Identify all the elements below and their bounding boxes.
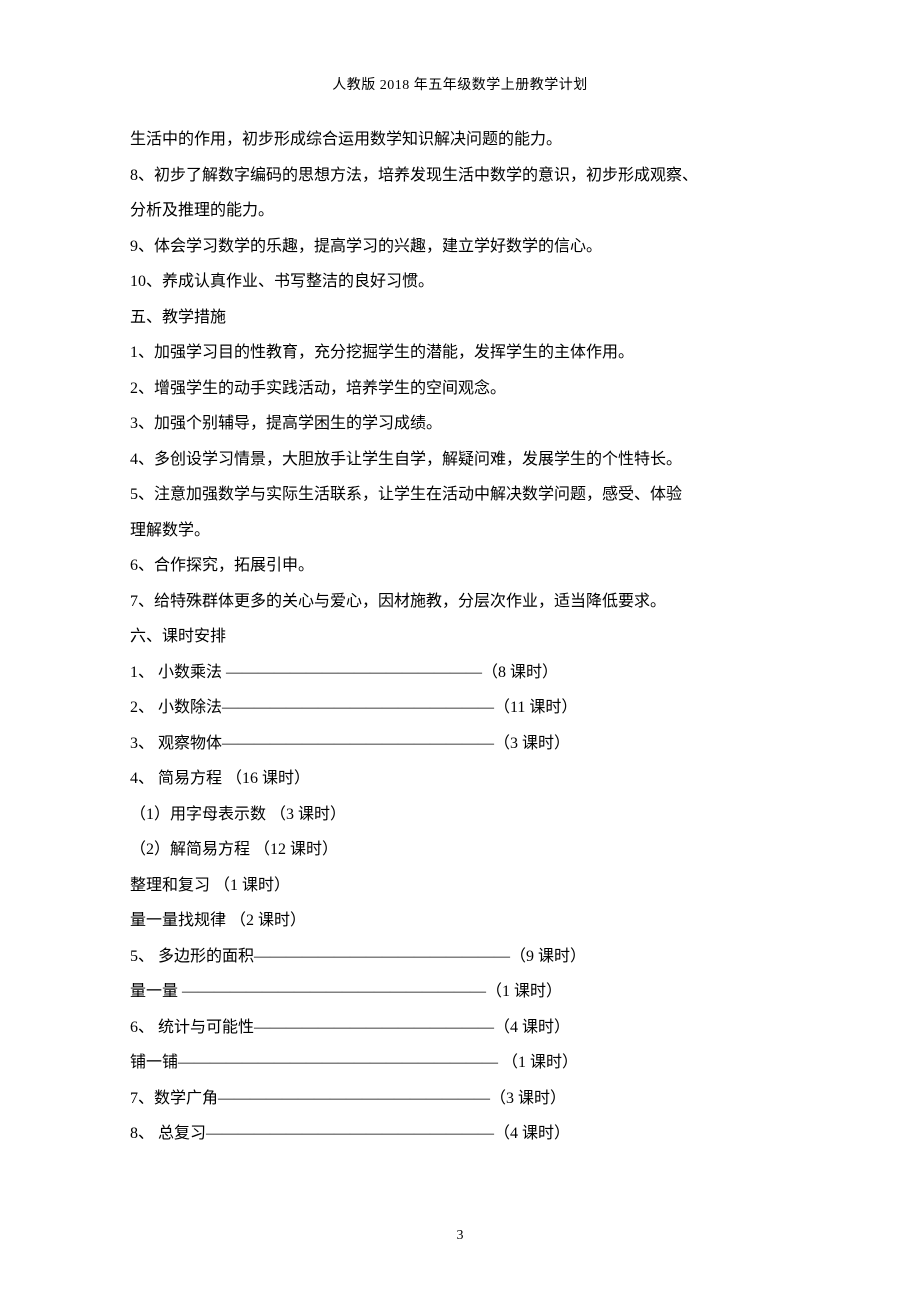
document-page: 人教版 2018 年五年级数学上册教学计划 生活中的作用，初步形成综合运用数学知… [0,0,920,1302]
body-line: 7、给特殊群体更多的关心与爱心，因材施教，分层次作业，适当降低要求。 [130,584,790,620]
header-text: 人教版 2018 年五年级数学上册教学计划 [332,78,588,93]
body-line: （1）用字母表示数 （3 课时） [130,797,790,833]
body-line: 量一量找规律 （2 课时） [130,903,790,939]
body-line: 5、注意加强数学与实际生活联系，让学生在活动中解决数学问题，感受、体验 [130,477,790,513]
body-line: 生活中的作用，初步形成综合运用数学知识解决问题的能力。 [130,122,790,158]
body-line: 整理和复习 （1 课时） [130,868,790,904]
page-footer: 3 [0,1228,920,1244]
body-line: 1、加强学习目的性教育，充分挖掘学生的潜能，发挥学生的主体作用。 [130,335,790,371]
body-line: （2）解简易方程 （12 课时） [130,832,790,868]
body-line: 4、多创设学习情景，大胆放手让学生自学，解疑问难，发展学生的个性特长。 [130,442,790,478]
page-body: 生活中的作用，初步形成综合运用数学知识解决问题的能力。 8、初步了解数字编码的思… [130,122,790,1152]
body-line: 8、 总复习——————————————————（4 课时） [130,1116,790,1152]
body-line: 分析及推理的能力。 [130,193,790,229]
body-line: 量一量 ———————————————————（1 课时） [130,974,790,1010]
body-line: 五、教学措施 [130,300,790,336]
body-line: 6、 统计与可能性———————————————（4 课时） [130,1010,790,1046]
body-line: 6、合作探究，拓展引申。 [130,548,790,584]
body-line: 7、数学广角—————————————————（3 课时） [130,1081,790,1117]
body-line: 10、养成认真作业、书写整洁的良好习惯。 [130,264,790,300]
body-line: 3、 观察物体—————————————————（3 课时） [130,726,790,762]
body-line: 5、 多边形的面积————————————————（9 课时） [130,939,790,975]
body-line: 8、初步了解数字编码的思想方法，培养发现生活中数学的意识，初步形成观察、 [130,158,790,194]
body-line: 4、 简易方程 （16 课时） [130,761,790,797]
body-line: 铺一铺———————————————————— （1 课时） [130,1045,790,1081]
body-line: 3、加强个别辅导，提高学困生的学习成绩。 [130,406,790,442]
page-number: 3 [457,1228,464,1243]
body-line: 1、 小数乘法 ————————————————（8 课时） [130,655,790,691]
body-line: 2、增强学生的动手实践活动，培养学生的空间观念。 [130,371,790,407]
body-line: 理解数学。 [130,513,790,549]
body-line: 2、 小数除法—————————————————（11 课时） [130,690,790,726]
page-header: 人教版 2018 年五年级数学上册教学计划 [0,74,920,94]
body-line: 六、课时安排 [130,619,790,655]
body-line: 9、体会学习数学的乐趣，提高学习的兴趣，建立学好数学的信心。 [130,229,790,265]
